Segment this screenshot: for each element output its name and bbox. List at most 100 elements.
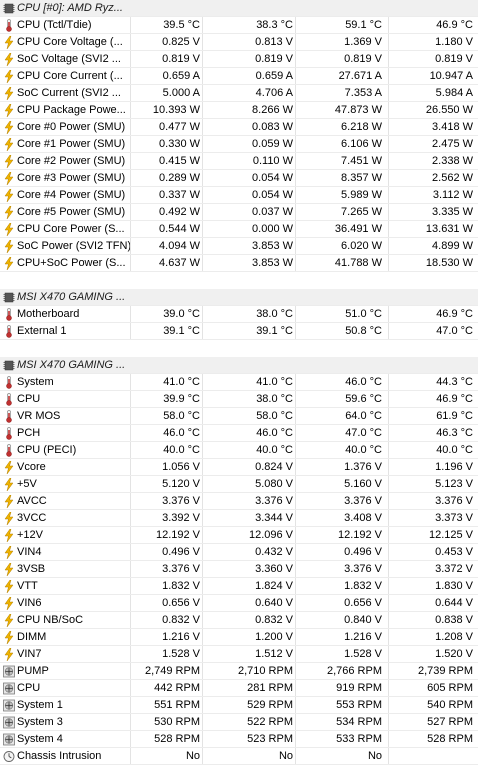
sensor-row[interactable]: CPU 442 RPM 281 RPM 919 RPM 605 RPM: [0, 680, 478, 697]
column-divider: [388, 731, 389, 748]
column-divider: [130, 306, 131, 323]
column-divider: [130, 204, 131, 221]
sensor-row[interactable]: AVCC 3.376 V 3.376 V 3.376 V 3.376 V: [0, 493, 478, 510]
maximum-value: 59.1 °C: [345, 19, 382, 31]
column-divider: [202, 697, 203, 714]
column-divider: [388, 306, 389, 323]
column-divider: [202, 459, 203, 476]
sensor-row[interactable]: CPU NB/SoC 0.832 V 0.832 V 0.840 V 0.838 V: [0, 612, 478, 629]
minimum-value: No: [278, 750, 293, 762]
sensor-row[interactable]: 3VSB 3.376 V 3.360 V 3.376 V 3.372 V: [0, 561, 478, 578]
column-divider: [295, 408, 296, 425]
average-value: 3.418 W: [432, 121, 473, 133]
sensor-row[interactable]: VTT 1.832 V 1.824 V 1.832 V 1.830 V: [0, 578, 478, 595]
column-divider: [295, 510, 296, 527]
column-divider: [388, 323, 389, 340]
column-divider: [295, 238, 296, 255]
sensor-row[interactable]: VIN6 0.656 V 0.640 V 0.656 V 0.644 V: [0, 595, 478, 612]
column-divider: [202, 561, 203, 578]
sensor-row[interactable]: External 1 39.1 °C 39.1 °C 50.8 °C 47.0 °C: [0, 323, 478, 340]
row-divider: [0, 186, 478, 187]
current-value: 0.496 V: [162, 546, 200, 558]
sensor-row[interactable]: VR MOS 58.0 °C 58.0 °C 64.0 °C 61.9 °C: [0, 408, 478, 425]
sensor-row[interactable]: Core #0 Power (SMU) 0.477 W 0.083 W 6.218 W…: [0, 119, 478, 136]
sensor-row[interactable]: PCH 46.0 °C 46.0 °C 47.0 °C 46.3 °C: [0, 425, 478, 442]
sensor-row[interactable]: VIN4 0.496 V 0.432 V 0.496 V 0.453 V: [0, 544, 478, 561]
sensor-row[interactable]: Core #2 Power (SMU) 0.415 W 0.110 W 7.451 W…: [0, 153, 478, 170]
average-value: 1.830 V: [435, 580, 473, 592]
sensor-row[interactable]: Motherboard 39.0 °C 38.0 °C 51.0 °C 46.9 °C: [0, 306, 478, 323]
lightning-icon: [3, 648, 15, 661]
maximum-value: 1.216 V: [344, 631, 382, 643]
sensor-row[interactable]: Core #5 Power (SMU) 0.492 W 0.037 W 7.265 W…: [0, 204, 478, 221]
column-divider: [388, 51, 389, 68]
column-divider: [295, 391, 296, 408]
sensor-row[interactable]: CPU 39.9 °C 38.0 °C 59.6 °C 46.9 °C: [0, 391, 478, 408]
maximum-value: 27.671 A: [338, 70, 382, 82]
sensor-row[interactable]: CPU Core Current (... 0.659 A 0.659 A 27.67…: [0, 68, 478, 85]
sensor-row[interactable]: Chassis Intrusion No No No: [0, 748, 478, 765]
average-value: 10.947 A: [429, 70, 473, 82]
sensor-row[interactable]: CPU Core Power (S... 0.544 W 0.000 W 36.491…: [0, 221, 478, 238]
sensor-row[interactable]: DIMM 1.216 V 1.200 V 1.216 V 1.208 V: [0, 629, 478, 646]
sensor-row[interactable]: CPU+SoC Power (S... 4.637 W 3.853 W 41.788 …: [0, 255, 478, 272]
column-divider: [388, 85, 389, 102]
column-divider: [388, 102, 389, 119]
sensor-row[interactable]: 3VCC 3.392 V 3.344 V 3.408 V 3.373 V: [0, 510, 478, 527]
column-divider: [130, 612, 131, 629]
current-value: 0.656 V: [162, 597, 200, 609]
lightning-icon: [3, 512, 15, 525]
column-divider: [202, 731, 203, 748]
row-divider: [0, 441, 478, 442]
current-value: 41.0 °C: [163, 376, 200, 388]
column-divider: [130, 408, 131, 425]
column-divider: [130, 748, 131, 765]
fan-icon: [3, 682, 15, 695]
maximum-value: 919 RPM: [336, 682, 382, 694]
sensor-row[interactable]: +12V 12.192 V 12.096 V 12.192 V 12.125 V: [0, 527, 478, 544]
sensor-row[interactable]: System 4 528 RPM 523 RPM 533 RPM 528 RPM: [0, 731, 478, 748]
lightning-icon: [3, 546, 15, 559]
average-value: 527 RPM: [427, 716, 473, 728]
sensor-row[interactable]: SoC Current (SVI2 ... 5.000 A 4.706 A 7.353…: [0, 85, 478, 102]
sensor-row[interactable]: CPU Core Voltage (... 0.825 V 0.813 V 1.369…: [0, 34, 478, 51]
sensor-row[interactable]: +5V 5.120 V 5.080 V 5.160 V 5.123 V: [0, 476, 478, 493]
sensor-label: System 1: [17, 699, 63, 711]
current-value: 1.056 V: [162, 461, 200, 473]
sensor-row[interactable]: CPU Package Powe... 10.393 W 8.266 W 47.873…: [0, 102, 478, 119]
sensor-label: Core #5 Power (SMU): [17, 206, 126, 218]
sensor-label: SoC Power (SVI2 TFN): [17, 240, 130, 252]
current-value: 0.415 W: [159, 155, 200, 167]
sensor-row[interactable]: SoC Power (SVI2 TFN) 4.094 W 3.853 W 6.020 …: [0, 238, 478, 255]
sensor-row[interactable]: Vcore 1.056 V 0.824 V 1.376 V 1.196 V: [0, 459, 478, 476]
maximum-value: 46.0 °C: [345, 376, 382, 388]
sensor-row[interactable]: Core #1 Power (SMU) 0.330 W 0.059 W 6.106 W…: [0, 136, 478, 153]
sensor-row[interactable]: Core #3 Power (SMU) 0.289 W 0.054 W 8.357 W…: [0, 170, 478, 187]
column-divider: [202, 323, 203, 340]
average-value: 2.475 W: [432, 138, 473, 150]
group-title: MSI X470 GAMING ...: [17, 291, 126, 303]
sensor-row[interactable]: CPU (PECI) 40.0 °C 40.0 °C 40.0 °C 40.0 °C: [0, 442, 478, 459]
column-divider: [295, 323, 296, 340]
lightning-icon: [3, 87, 15, 100]
sensor-row[interactable]: CPU (Tctl/Tdie) 39.5 °C 38.3 °C 59.1 °C 46.9…: [0, 17, 478, 34]
column-divider: [130, 153, 131, 170]
column-divider: [295, 561, 296, 578]
sensor-row[interactable]: PUMP 2,749 RPM 2,710 RPM 2,766 RPM 2,739 RPM: [0, 663, 478, 680]
sensor-row[interactable]: Core #4 Power (SMU) 0.337 W 0.054 W 5.989 W…: [0, 187, 478, 204]
column-divider: [202, 374, 203, 391]
sensor-row[interactable]: VIN7 1.528 V 1.512 V 1.528 V 1.520 V: [0, 646, 478, 663]
sensor-row[interactable]: System 3 530 RPM 522 RPM 534 RPM 527 RPM: [0, 714, 478, 731]
column-divider: [202, 153, 203, 170]
sensor-label: Core #3 Power (SMU): [17, 172, 126, 184]
column-divider: [295, 442, 296, 459]
sensor-label: +12V: [17, 529, 43, 541]
sensor-label: CPU Package Powe...: [17, 104, 126, 116]
group-title: CPU [#0]: AMD Ryz...: [17, 2, 123, 14]
sensor-row[interactable]: SoC Voltage (SVI2 ... 0.819 V 0.819 V 0.819…: [0, 51, 478, 68]
sensor-row[interactable]: System 41.0 °C 41.0 °C 46.0 °C 44.3 °C: [0, 374, 478, 391]
sensor-row[interactable]: System 1 551 RPM 529 RPM 553 RPM 540 RPM: [0, 697, 478, 714]
column-divider: [388, 136, 389, 153]
row-divider: [0, 543, 478, 544]
maximum-value: 3.408 V: [344, 512, 382, 524]
